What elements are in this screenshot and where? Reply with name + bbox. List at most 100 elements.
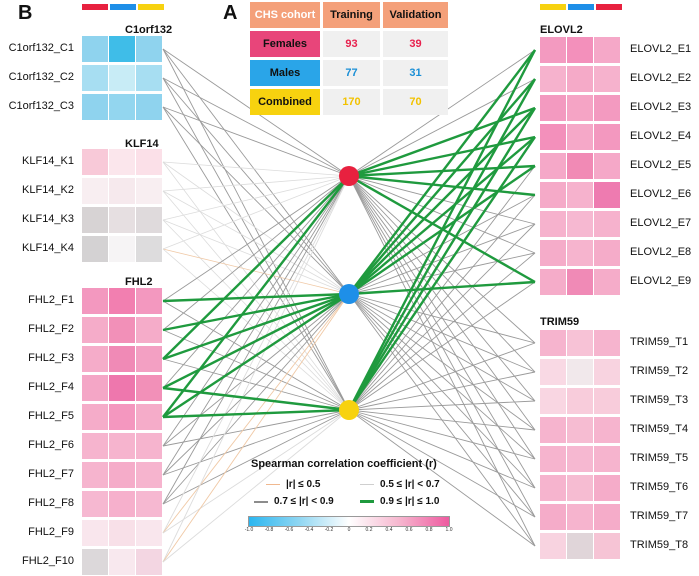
heatmap-row-fhl2-f6 [82,433,163,460]
heatmap-cell-trim59-t7-3 [594,504,620,531]
heatmap-cell-c1orf132-c2-3 [136,65,162,92]
panel-b-label: B [18,2,33,24]
edge-trim59-t7-node-2 [348,293,536,518]
edge-klf14-k4-node-2 [162,248,350,295]
heatmap-cell-elovl2-e1-2 [567,37,593,64]
row-label-elovl2-e5: ELOVL2_E5 [630,159,692,171]
row-label-elovl2-e9: ELOVL2_E9 [630,275,692,287]
heatmap-cell-fhl2-f7-2 [109,462,135,489]
row-label-fhl2-f3: FHL2_F3 [28,352,74,364]
strong-edge-elovl2-e3-node-1 [348,106,536,178]
edge-trim59-t7-node-1 [348,175,536,518]
colorbar [248,516,450,527]
legend-swatch-weak [266,484,280,485]
edge-trim59-t7-node-3 [348,409,536,518]
heatmap-cell-fhl2-f8-1 [82,491,108,518]
heatmap-row-fhl2-f4 [82,375,163,402]
heatmap-cell-trim59-t4-3 [594,417,620,444]
panel-a-label: A [223,2,238,24]
heatmap-row-fhl2-f8 [82,491,163,518]
heatmap-cell-elovl2-e7-3 [594,211,620,238]
heatmap-cell-c1orf132-c3-2 [109,94,135,121]
edge-trim59-t2-node-2 [348,293,536,373]
heatmap-row-fhl2-f7 [82,462,163,489]
right-cohort-bar-segment-3 [596,4,622,10]
heatmap-cell-elovl2-e8-1 [540,240,566,267]
edge-klf14-k3-node-2 [162,219,350,295]
edge-fhl2-f4-node-1 [162,175,350,389]
edge-trim59-t5-node-2 [348,293,536,460]
heatmap-row-fhl2-f9 [82,520,163,547]
heatmap-cell-c1orf132-c2-1 [82,65,108,92]
left-cohort-bar-segment-3 [138,4,164,10]
edge-klf14-k4-node-3 [162,248,350,411]
heatmap-cell-trim59-t8-2 [567,533,593,560]
row-label-elovl2-e8: ELOVL2_E8 [630,246,692,258]
heatmap-row-trim59-t1 [540,330,621,357]
heatmap-cell-elovl2-e7-1 [540,211,566,238]
row-label-elovl2-e4: ELOVL2_E4 [630,130,692,142]
heatmap-cell-fhl2-f4-1 [82,375,108,402]
heatmap-cell-trim59-t6-1 [540,475,566,502]
edge-klf14-k1-node-1 [162,161,350,177]
colorbar-tick-8: 0.4 [385,527,393,533]
heatmap-cell-elovl2-e8-3 [594,240,620,267]
strong-edge-elovl2-e6-node-1 [348,174,536,197]
row-label-fhl2-f6: FHL2_F6 [28,439,74,451]
edge-trim59-t4-node-1 [348,175,536,431]
heatmap-cell-fhl2-f5-1 [82,404,108,431]
heatmap-cell-fhl2-f7-3 [136,462,162,489]
strong-edge-fhl2-f2-node-2 [162,292,350,332]
heatmap-row-klf14-k1 [82,149,163,176]
heatmap-row-elovl2-e7 [540,211,621,238]
row-label-c1orf132-c2: C1orf132_C2 [8,71,74,83]
table-row-combined-validation: 70 [383,89,448,115]
heatmap-row-fhl2-f10 [82,549,163,576]
heatmap-cell-klf14-k1-2 [109,149,135,176]
edge-klf14-k4-node-1 [162,175,350,250]
heatmap-cell-elovl2-e9-2 [567,269,593,296]
strong-edge-fhl2-f5-node-3 [162,408,350,419]
heatmap-row-trim59-t5 [540,446,621,473]
legend-item-weak: |r| ≤ 0.5 [266,479,320,490]
heatmap-cell-c1orf132-c1-1 [82,36,108,63]
colorbar-tick-1: -1.0 [244,527,254,533]
node-males [339,284,359,304]
colorbar-tick-5: -0.2 [324,527,334,533]
heatmap-row-klf14-k2 [82,178,163,205]
table-header-validation: Validation [383,2,448,28]
heatmap-cell-trim59-t6-3 [594,475,620,502]
heatmap-cell-fhl2-f6-1 [82,433,108,460]
legend-label-very-strong: 0.9 ≤ |r| ≤ 1.0 [380,496,440,507]
heatmap-cell-elovl2-e4-3 [594,124,620,151]
legend-label-moderate: 0.5 ≤ |r| < 0.7 [380,479,440,490]
right-cohort-bar-segment-2 [568,4,594,10]
edge-trim59-t6-node-2 [348,293,536,489]
heatmap-cell-trim59-t7-2 [567,504,593,531]
heatmap-cell-klf14-k3-3 [136,207,162,234]
heatmap-cell-elovl2-e3-2 [567,95,593,122]
heatmap-cell-fhl2-f6-2 [109,433,135,460]
heatmap-row-elovl2-e6 [540,182,621,209]
heatmap-cell-fhl2-f6-3 [136,433,162,460]
strong-edge-elovl2-e5-node-1 [348,164,536,178]
heatmap-cell-klf14-k2-2 [109,178,135,205]
row-label-fhl2-f9: FHL2_F9 [28,526,74,538]
heatmap-cell-c1orf132-c2-2 [109,65,135,92]
heatmap-cell-elovl2-e1-3 [594,37,620,64]
heatmap-row-c1orf132-c3 [82,94,163,121]
heatmap-row-elovl2-e5 [540,153,621,180]
strong-edge-elovl2-e2-node-3 [347,78,537,411]
heatmap-cell-elovl2-e2-1 [540,66,566,93]
heatmap-cell-trim59-t2-2 [567,359,593,386]
legend-item-strong: 0.7 ≤ |r| < 0.9 [254,496,334,507]
strong-edge-fhl2-f3-node-2 [162,292,350,361]
row-label-klf14-k3: KLF14_K3 [22,213,74,225]
strong-edge-fhl2-f3-node-1 [162,175,350,360]
heatmap-cell-trim59-t1-1 [540,330,566,357]
heatmap-row-fhl2-f1 [82,288,163,315]
heatmap-cell-elovl2-e5-3 [594,153,620,180]
strong-edge-elovl2-e9-node-2 [348,280,536,296]
heatmap-cell-fhl2-f2-1 [82,317,108,344]
edge-trim59-t5-node-1 [348,175,536,460]
